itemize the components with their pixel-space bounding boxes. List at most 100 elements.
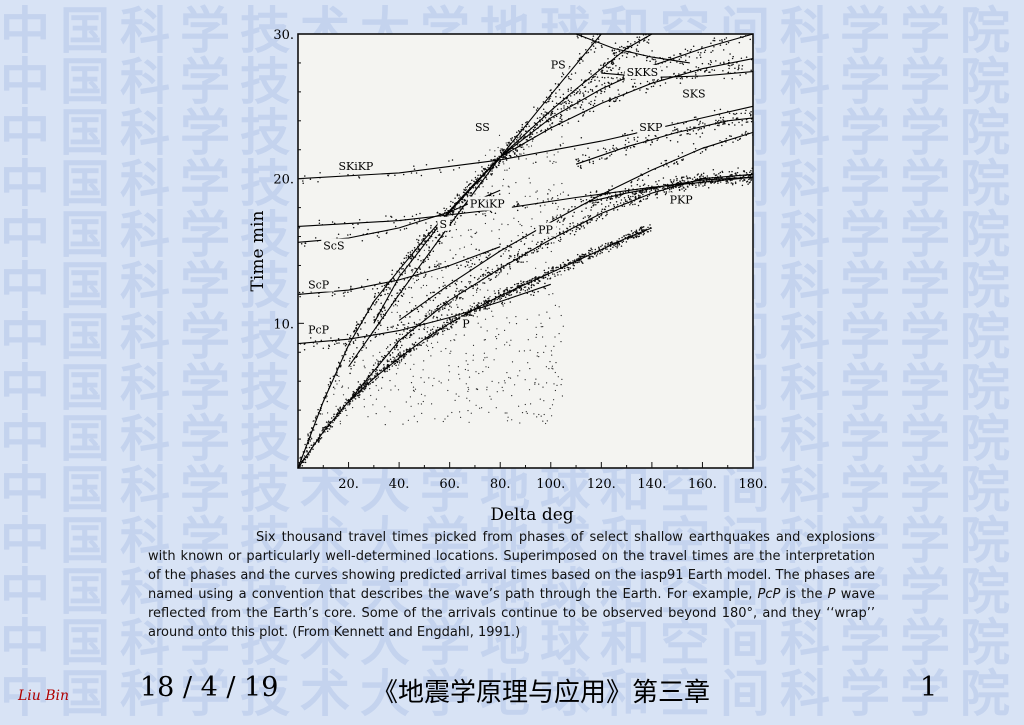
- scatter-point: [510, 246, 513, 248]
- scatter-point: [465, 352, 467, 355]
- scatter-point: [488, 297, 490, 299]
- scatter-point: [562, 191, 564, 193]
- scatter-point: [547, 274, 550, 277]
- scatter-point: [584, 90, 587, 93]
- scatter-point: [455, 296, 458, 299]
- scatter-point: [469, 400, 471, 402]
- scatter-point: [637, 50, 640, 53]
- scatter-point: [569, 108, 571, 110]
- scatter-point: [551, 216, 554, 218]
- scatter-point: [531, 283, 533, 286]
- scatter-point: [502, 390, 504, 392]
- scatter-point: [491, 172, 493, 175]
- scatter-point: [526, 254, 528, 256]
- scatter-point: [675, 161, 678, 164]
- scatter-point: [322, 347, 325, 349]
- scatter-point: [499, 298, 501, 301]
- scatter-point: [681, 159, 684, 162]
- scatter-point: [671, 122, 673, 124]
- scatter-point: [532, 277, 534, 280]
- scatter-point: [616, 240, 618, 242]
- scatter-point: [345, 409, 347, 411]
- scatter-point: [583, 227, 586, 229]
- scatter-point: [432, 240, 434, 242]
- scatter-point: [588, 216, 590, 219]
- scatter-point: [709, 60, 712, 62]
- scatter-point: [582, 60, 584, 62]
- scatter-point: [366, 380, 368, 382]
- scatter-point: [463, 246, 465, 248]
- scatter-point: [358, 176, 360, 178]
- scatter-point: [522, 289, 524, 291]
- scatter-point: [391, 311, 393, 313]
- scatter-point: [432, 291, 434, 294]
- scatter-point: [602, 147, 605, 150]
- scatter-point: [409, 253, 412, 256]
- scatter-point: [334, 293, 336, 295]
- scatter-point: [746, 180, 749, 183]
- scatter-point: [646, 195, 649, 198]
- scatter-point: [549, 407, 551, 410]
- scatter-point: [407, 326, 409, 328]
- scatter-point: [550, 242, 553, 244]
- phase-label-bg: [306, 277, 335, 292]
- scatter-point: [405, 227, 408, 230]
- scatter-point: [595, 204, 597, 206]
- scatter-point: [526, 261, 528, 263]
- scatter-point: [455, 229, 457, 231]
- scatter-point: [582, 108, 584, 111]
- scatter-point: [337, 414, 340, 417]
- scatter-point: [550, 350, 552, 352]
- scatter-point: [355, 321, 358, 323]
- scatter-point: [694, 126, 696, 128]
- scatter-point: [737, 66, 740, 68]
- scatter-point: [600, 64, 602, 67]
- scatter-point: [633, 237, 635, 239]
- scatter-point: [500, 148, 502, 150]
- scatter-point: [686, 76, 688, 79]
- scatter-point: [563, 263, 566, 266]
- scatter-point: [449, 302, 451, 304]
- scatter-point: [410, 405, 412, 407]
- scatter-point: [603, 91, 606, 93]
- scatter-point: [589, 103, 592, 106]
- plot-frame: [297, 33, 754, 469]
- scatter-point: [428, 266, 431, 268]
- scatter-point: [625, 234, 627, 236]
- scatter-point: [559, 228, 561, 230]
- scatter-point: [409, 347, 411, 349]
- scatter-point: [379, 370, 382, 372]
- scatter-point: [413, 219, 416, 222]
- scatter-point: [564, 217, 566, 220]
- scatter-point: [400, 360, 403, 362]
- scatter-point: [445, 348, 447, 350]
- scatter-point: [735, 173, 737, 176]
- scatter-point: [521, 123, 524, 126]
- scatter-point: [546, 220, 548, 222]
- scatter-point: [312, 420, 314, 422]
- scatter-point: [490, 173, 492, 175]
- scatter-point: [432, 334, 435, 337]
- scatter-point: [475, 404, 477, 406]
- scatter-point: [642, 34, 645, 36]
- scatter-point: [419, 212, 421, 215]
- scatter-point: [545, 422, 547, 425]
- scatter-point: [544, 287, 547, 290]
- scatter-point: [385, 215, 387, 217]
- scatter-point: [560, 216, 563, 219]
- scatter-point: [418, 343, 421, 346]
- scatter-point: [702, 172, 705, 174]
- scatter-point: [573, 233, 576, 236]
- scatter-point: [574, 72, 577, 74]
- scatter-point: [432, 331, 434, 333]
- scatter-point: [409, 368, 412, 370]
- scatter-point: [576, 91, 578, 94]
- scatter-point: [676, 162, 679, 165]
- scatter-point: [739, 137, 742, 140]
- scatter-point: [505, 288, 507, 291]
- scatter-point: [545, 345, 547, 347]
- scatter-point: [409, 333, 412, 335]
- scatter-point: [573, 264, 575, 267]
- scatter-point: [364, 389, 366, 391]
- scatter-point: [373, 319, 375, 321]
